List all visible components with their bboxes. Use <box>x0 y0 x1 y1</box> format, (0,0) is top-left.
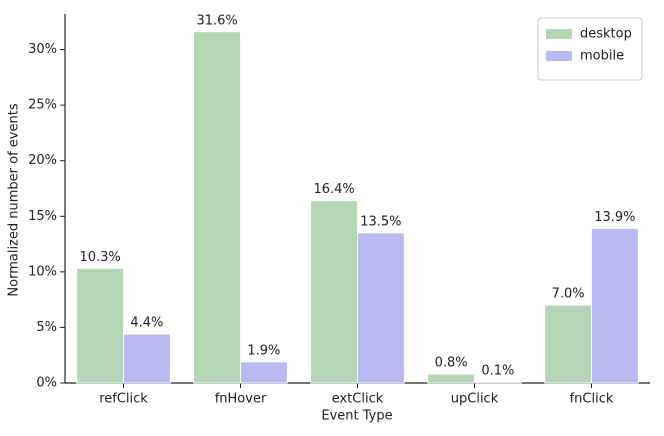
bar <box>240 361 288 384</box>
bar <box>544 304 592 384</box>
value-label: 1.9% <box>247 343 280 358</box>
value-label: 13.5% <box>360 214 401 229</box>
value-label: 16.4% <box>313 182 354 197</box>
value-label: 31.6% <box>196 13 237 28</box>
bar <box>474 381 522 384</box>
value-label: 7.0% <box>552 287 585 302</box>
value-label: 0.8% <box>435 356 468 371</box>
bar <box>357 232 405 384</box>
x-tick-label: fnClick <box>570 392 614 407</box>
y-tick-label: 30% <box>28 42 57 57</box>
value-label: 10.3% <box>79 250 120 265</box>
legend-swatch <box>546 51 572 61</box>
bar <box>123 333 171 384</box>
y-tick-label: 15% <box>28 209 57 224</box>
bar <box>310 200 358 384</box>
bar <box>427 373 475 384</box>
legend-label: desktop <box>580 27 632 42</box>
y-tick-label: 0% <box>36 376 57 391</box>
bar <box>76 268 124 384</box>
value-label: 4.4% <box>130 316 163 331</box>
value-label: 0.1% <box>481 363 514 378</box>
legend-label: mobile <box>580 49 624 64</box>
bar <box>193 31 241 384</box>
x-tick-label: fnHover <box>215 392 267 407</box>
y-tick-label: 25% <box>28 98 57 113</box>
legend-swatch <box>546 29 572 39</box>
x-tick-label: upClick <box>451 392 499 407</box>
x-tick-label: extClick <box>332 392 384 407</box>
y-tick-label: 5% <box>36 320 57 335</box>
x-tick-label: refClick <box>99 392 148 407</box>
bar <box>591 228 639 384</box>
y-axis-label: Normalized number of events <box>7 103 22 296</box>
x-axis-label: Event Type <box>321 409 392 424</box>
value-label: 13.9% <box>594 210 635 225</box>
y-tick-label: 20% <box>28 153 57 168</box>
y-tick-label: 10% <box>28 264 57 279</box>
